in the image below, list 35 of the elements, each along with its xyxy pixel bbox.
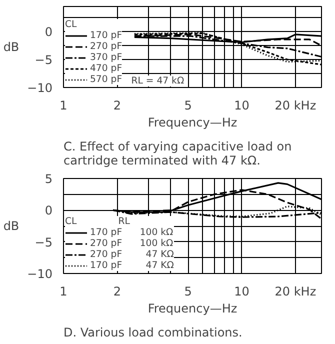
y-axis-title: dB	[3, 219, 20, 233]
legend-title: CL	[65, 19, 78, 30]
legend-title: CL RL	[65, 216, 131, 227]
y-tick-label: −10	[27, 81, 53, 95]
x-tick-label: 10	[234, 284, 250, 298]
x-axis-title: Frequency—Hz	[148, 116, 238, 130]
legend-label: 270 pF	[90, 41, 122, 52]
y-tick-label: 0	[44, 204, 53, 218]
x-tick-label: 1	[60, 98, 68, 112]
x-tick-label: 20 kHz	[274, 284, 316, 298]
legend-label: 270 pF 100 kΩ	[90, 238, 174, 249]
x-axis-title: Frequency—Hz	[148, 302, 238, 316]
x-tick-label: 2	[113, 98, 121, 112]
legend-label: 570 pF	[90, 74, 122, 85]
y-axis-title: dB	[3, 40, 20, 54]
y-tick-label: −10	[27, 267, 53, 281]
text: D. Various load combinations.	[64, 326, 242, 340]
y-tick-label: −5	[34, 53, 53, 68]
y-tick-label: 0	[44, 25, 53, 40]
legend-label: 470 pF	[90, 63, 122, 74]
x-tick-label: 10	[234, 98, 250, 112]
legend-label: 170 pF 47 KΩ	[90, 260, 174, 271]
annotation: RL = 47 kΩ	[131, 76, 184, 86]
legend-label: 170 pF	[90, 30, 122, 41]
y-tick-label: 5	[44, 172, 53, 186]
legend-label: 270 pF 47 KΩ	[90, 249, 174, 260]
x-tick-label: 2	[113, 284, 121, 298]
legend-label: 170 pF 100 kΩ	[90, 227, 174, 238]
x-tick-label: 20 kHz	[274, 98, 316, 112]
x-tick-label: 5	[184, 98, 192, 112]
text: C. Effect of varying capacitive load on cartridge terminated with 47 kΩ.	[64, 140, 292, 168]
x-tick-label: 1	[60, 284, 68, 298]
legend-label: 370 pF	[90, 52, 122, 63]
y-tick-label: −5	[34, 235, 53, 250]
x-tick-label: 5	[184, 284, 192, 298]
